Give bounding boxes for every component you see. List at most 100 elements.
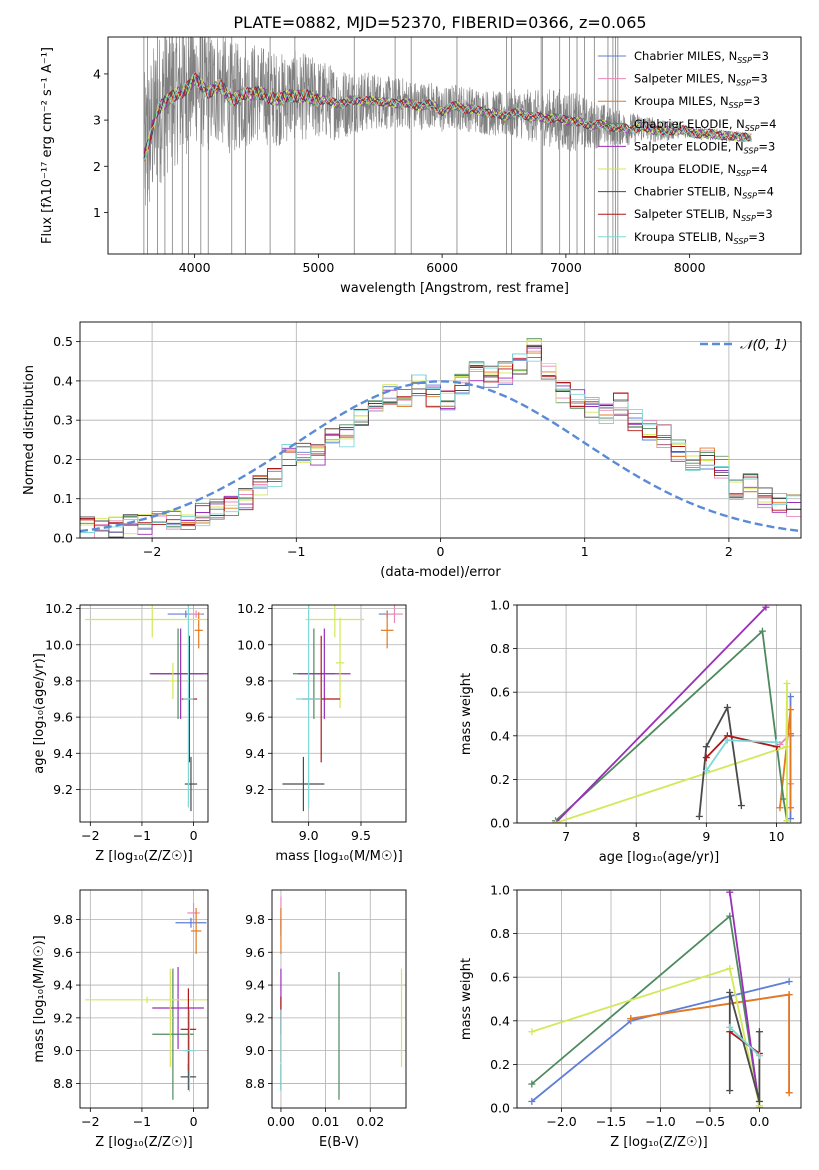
error-point: [305, 605, 365, 638]
legend-label: Chabrier STELIB, NSSP=4: [634, 185, 774, 201]
weight-marker: [552, 819, 560, 823]
weight-marker: [786, 815, 794, 823]
normal-curve: [80, 380, 801, 533]
y-tick-label: 9.4: [245, 978, 265, 993]
weight-marker: [776, 741, 784, 749]
y-tick-label: 0.2: [53, 452, 73, 467]
weight-marker: [702, 767, 710, 775]
weight-marker: [786, 706, 794, 714]
y-tick-label: 0.0: [53, 531, 73, 546]
y-axis-label: Normed distribution: [22, 365, 37, 495]
x-axis-label: Z [log₁₀(Z/Z☉)]: [95, 849, 192, 864]
x-tick-label: 9.0: [299, 828, 319, 843]
y-tick-label: 8.8: [245, 1076, 265, 1091]
y-tick-label: 0.4: [53, 373, 73, 388]
model-line: [143, 73, 752, 160]
y-tick-label: 1: [93, 205, 101, 220]
legend-label: Kroupa ELODIE, NSSP=4: [634, 162, 768, 178]
plot-area: [282, 605, 403, 812]
error-point: [380, 612, 394, 649]
x-tick-label: 5000: [302, 260, 334, 275]
x-tick-label: −2: [81, 828, 99, 843]
x-axis-label: age [log₁₀(age/yr)]: [599, 850, 720, 865]
y-tick-label: 0.6: [490, 685, 510, 700]
y-tick-label: 9.0: [245, 1043, 265, 1058]
error-point: [180, 988, 197, 1071]
panel-residuals: −2 −1 0 1 2 0.0 0.1 0.2 0.3 0.4 0.5 (data-model)/er…: [22, 321, 802, 580]
legend-label: Salpeter STELIB, NSSP=3: [634, 207, 773, 223]
weight-marker: [702, 754, 710, 762]
weight-line: [729, 1026, 761, 1057]
y-tick-label: 9.6: [245, 710, 265, 725]
y-tick-label: 0.6: [490, 970, 510, 985]
x-tick-label: 9: [702, 829, 710, 844]
error-point: [386, 605, 403, 624]
weight-line: [554, 606, 767, 823]
axes-frame: [516, 604, 802, 824]
weight-marker: [726, 1087, 734, 1095]
legend-label: Kroupa MILES, NSSP=3: [634, 94, 760, 110]
error-point: [183, 1009, 196, 1092]
weight-marker: [779, 795, 787, 803]
x-tick-label: −1: [287, 544, 305, 559]
y-tick-label: 9.2: [245, 1010, 265, 1025]
x-tick-label: 7: [562, 829, 570, 844]
y-tick-label: 9.8: [245, 673, 265, 688]
axes-frame: [79, 889, 209, 1109]
x-tick-label: 8: [632, 829, 640, 844]
y-axis-label: mass weight: [459, 673, 474, 755]
error-point: [282, 756, 325, 812]
y-tick-label: 0.2: [490, 772, 510, 787]
weight-line: [555, 683, 788, 823]
y-tick-label: 0.0: [490, 816, 510, 831]
axes-frame: [79, 321, 802, 539]
legend: Chabrier MILES, NSSP=3 Salpeter MILES, NS…: [598, 49, 776, 246]
y-tick-label: 0.8: [490, 641, 510, 656]
y-tick-label: 9.6: [53, 710, 73, 725]
x-tick-label: 7000: [550, 260, 582, 275]
weight-marker: [726, 912, 734, 920]
y-tick-label: 9.6: [53, 945, 73, 960]
error-point: [335, 617, 345, 709]
y-tick-label: 10.2: [45, 601, 73, 616]
x-tick-label: −0.5: [695, 1114, 725, 1129]
x-tick-label: −2: [143, 544, 161, 559]
error-point: [190, 908, 202, 954]
weight-marker: [723, 736, 731, 744]
y-tick-label: 0.4: [490, 728, 510, 743]
weight-marker: [785, 1089, 793, 1097]
x-tick-label: 8000: [674, 260, 706, 275]
y-tick-label: 1.0: [490, 883, 510, 898]
residual-histogram: [80, 352, 801, 533]
legend-label: Salpeter ELODIE, NSSP=3: [634, 139, 775, 155]
residual-histogram: [80, 339, 801, 535]
panel-age-vs-mass: 9.0 9.5 9.2 9.4 9.6 9.8 10.0 10.2 mass [log₁₀(M/…: [237, 601, 407, 864]
x-tick-label: 10: [769, 829, 785, 844]
y-tick-label: 0.2: [490, 1057, 510, 1072]
error-point: [175, 917, 207, 928]
panel-weight-vs-Z: −2.0 −1.5 −1.0 −0.5 0.0 0.0 0.2 0.4 0.6 0.8 1.0 Z […: [459, 883, 802, 1150]
weight-marker: [785, 978, 793, 986]
x-tick-label: 6000: [426, 260, 458, 275]
x-tick-label: 0.0: [749, 1114, 769, 1129]
x-axis-label: Z [log₁₀(Z/Z☉)]: [610, 1135, 707, 1150]
weight-marker: [726, 988, 734, 996]
axes-frame: [271, 889, 407, 1109]
y-tick-label: 4: [93, 66, 101, 81]
weight-marker: [786, 730, 794, 738]
y-tick-label: 9.4: [245, 746, 265, 761]
error-point: [152, 967, 204, 1049]
weight-marker: [783, 817, 791, 823]
panel-mass-vs-ebv: 0.00 0.01 0.02 8.8 9.0 9.2 9.4 9.6 9.8 E(B-V): [245, 889, 407, 1150]
weight-marker: [782, 743, 790, 751]
residual-histogram: [80, 357, 801, 533]
x-axis-label: (data-model)/error: [380, 565, 501, 580]
weight-line: [728, 892, 761, 1108]
error-point: [85, 996, 208, 1004]
y-tick-label: 9.2: [245, 782, 265, 797]
axes-frame: [79, 604, 209, 823]
x-axis-label: Z [log₁₀(Z/Z☉)]: [95, 1135, 192, 1150]
residual-histogram: [80, 346, 801, 538]
weight-marker: [755, 1097, 763, 1105]
y-tick-label: 0.8: [490, 926, 510, 941]
